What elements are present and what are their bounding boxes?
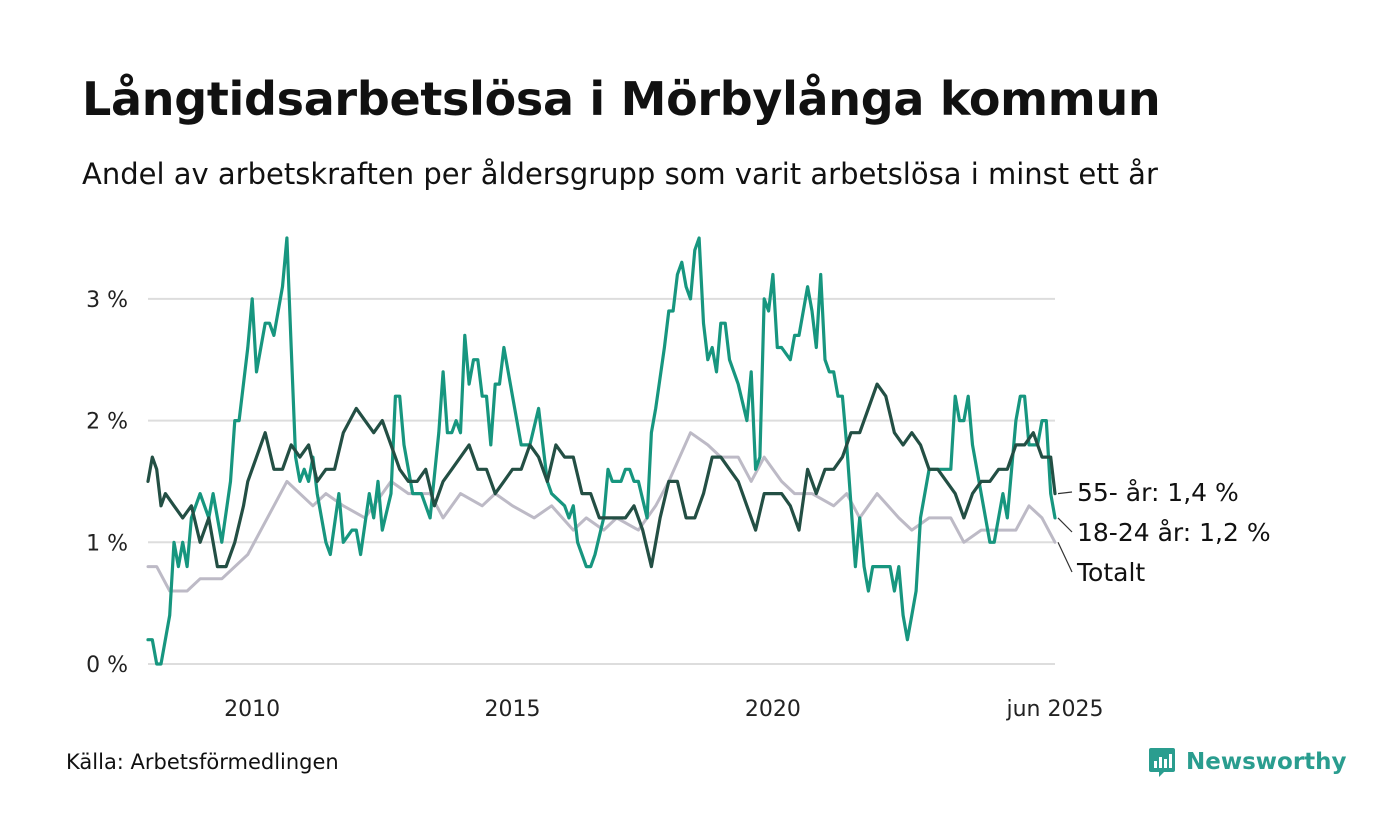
- series-end-labels: Totalt 18-24 år: 1,2 % 55- år: 1,4 %: [1057, 478, 1271, 587]
- gridlines: [148, 297, 1055, 665]
- y-tick-label: 1 %: [86, 531, 128, 556]
- end-label-senior: 55- år: 1,4 %: [1077, 478, 1239, 507]
- chart-title: Långtidsarbetslösa i Mörbylånga kommun: [82, 72, 1161, 126]
- end-label-connector: [1057, 491, 1073, 495]
- brand-logo-group: Newsworthy: [1148, 744, 1347, 780]
- y-tick-label: 2 %: [86, 410, 128, 435]
- newsworthy-logo-icon: [1149, 748, 1175, 777]
- x-tick-label: jun 2025: [1006, 697, 1104, 722]
- x-tick-label: 2010: [224, 697, 280, 722]
- y-axis-labels: 0 % 1 % 2 % 3 %: [86, 288, 128, 678]
- y-tick-label: 0 %: [86, 653, 128, 678]
- series-lines: [146, 236, 1057, 666]
- x-tick-label: 2020: [745, 697, 801, 722]
- x-axis-labels: 2010 2015 2020 jun 2025: [224, 697, 1103, 722]
- series-line-youth: [146, 236, 1057, 666]
- end-label-connector: [1057, 542, 1073, 573]
- end-label-connector: [1057, 517, 1073, 533]
- end-label-total: Totalt: [1076, 558, 1145, 587]
- end-label-youth: 18-24 år: 1,2 %: [1077, 518, 1271, 547]
- brand-name: Newsworthy: [1186, 749, 1347, 775]
- chart-subtitle: Andel av arbetskraften per åldersgrupp s…: [82, 157, 1158, 191]
- source-note: Källa: Arbetsförmedlingen: [66, 750, 339, 774]
- series-line-senior: [146, 382, 1057, 569]
- series-line-total: [146, 431, 1057, 593]
- x-tick-label: 2015: [485, 697, 541, 722]
- y-tick-label: 3 %: [86, 288, 128, 313]
